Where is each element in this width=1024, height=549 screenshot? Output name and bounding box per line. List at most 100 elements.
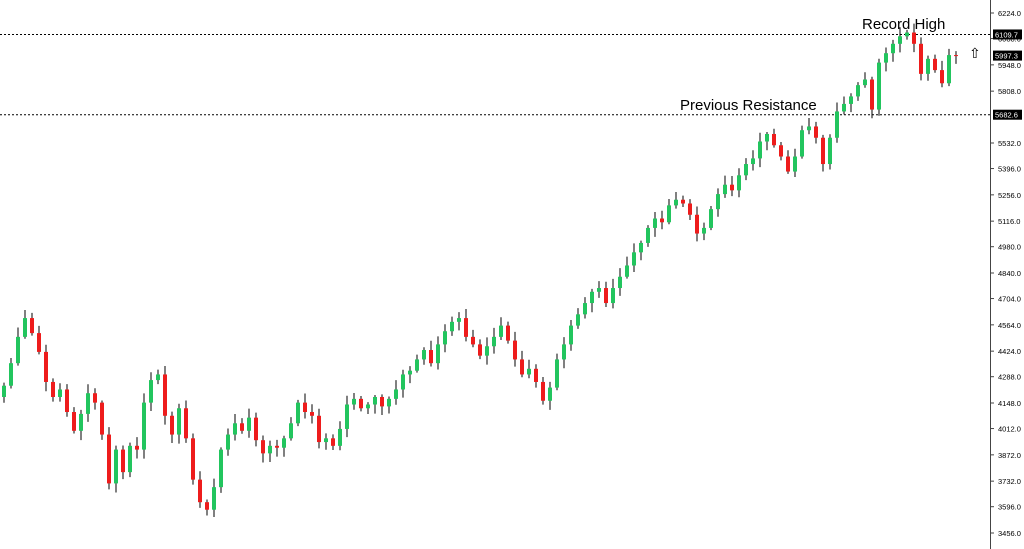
candle-body: [58, 389, 62, 397]
candle-body: [947, 55, 951, 84]
candle-body: [9, 363, 13, 386]
reference-price-label: 5682.6: [995, 111, 1018, 120]
candle-body: [114, 449, 118, 484]
candle-body: [380, 396, 384, 407]
up-arrow-icon[interactable]: ⇧: [969, 45, 981, 62]
candle-body: [800, 130, 804, 157]
y-tick-label: 4704.0: [998, 295, 1021, 304]
previous-resistance-annotation: Previous Resistance: [680, 96, 817, 114]
candle-body: [954, 55, 958, 57]
candle-body: [555, 359, 559, 388]
candle-body: [702, 227, 706, 234]
candle-body: [506, 325, 510, 341]
candle-body: [338, 428, 342, 446]
candle-body: [772, 133, 776, 146]
candle-body: [779, 145, 783, 157]
candle-body: [499, 325, 503, 337]
candle-body: [478, 344, 482, 356]
candle-body: [184, 408, 188, 439]
candle-body: [23, 318, 27, 337]
candle-body: [205, 502, 209, 510]
candle-body: [198, 479, 202, 503]
candle-body: [429, 350, 433, 364]
candle-body: [289, 423, 293, 439]
current-price-box: [993, 50, 1022, 61]
candle-body: [135, 445, 139, 450]
candle-body: [163, 374, 167, 416]
candle-body: [646, 227, 650, 243]
candle-body: [849, 96, 853, 104]
reference-price-box: [993, 109, 1022, 120]
y-tick-label: 4980.0: [998, 243, 1021, 252]
candle-body: [72, 412, 76, 431]
candle-body: [16, 336, 20, 364]
candle-body: [520, 359, 524, 375]
candles: [2, 23, 958, 517]
candle-body: [177, 408, 181, 435]
candle-body: [394, 389, 398, 399]
candle-body: [744, 164, 748, 176]
candle-body: [863, 79, 867, 86]
candle-body: [296, 402, 300, 424]
candle-body: [471, 336, 475, 345]
y-tick-label: 4424.0: [998, 347, 1021, 356]
candle-body: [660, 218, 664, 223]
price-axis: 3456.0 3596.0 3732.0 3872.0 4012.0 4148.0 4288…: [990, 9, 1022, 538]
candle-body: [793, 156, 797, 172]
y-tick-label: 4012.0: [998, 425, 1021, 434]
reference-price-box: [993, 29, 1022, 40]
candle-body: [786, 156, 790, 172]
y-tick-label: 5948.0: [998, 61, 1021, 70]
candle-body: [835, 111, 839, 138]
candle-body: [128, 445, 132, 473]
y-tick-label: 4840.0: [998, 269, 1021, 278]
candle-body: [457, 318, 461, 322]
candle-body: [345, 404, 349, 429]
candle-body: [107, 434, 111, 484]
candle-body: [856, 85, 860, 97]
candle-body: [639, 242, 643, 253]
candle-body: [884, 53, 888, 63]
candle-body: [583, 303, 587, 315]
candle-body: [142, 402, 146, 450]
y-tick-label: 5532.0: [998, 139, 1021, 148]
candle-body: [548, 387, 552, 401]
candle-body: [436, 344, 440, 364]
candle-body: [352, 398, 356, 405]
candle-body: [905, 32, 909, 37]
candle-body: [821, 137, 825, 165]
candle-body: [940, 70, 944, 84]
plot-background: [0, 0, 990, 549]
candle-body: [618, 276, 622, 289]
candle-body: [303, 402, 307, 413]
candle-body: [450, 321, 454, 332]
candle-body: [149, 380, 153, 403]
candle-body: [562, 344, 566, 360]
candle-body: [261, 440, 265, 454]
candle-body: [359, 398, 363, 409]
candle-body: [667, 205, 671, 223]
candle-body: [919, 43, 923, 74]
candle-body: [121, 449, 125, 473]
y-tick-label: 5116.0: [998, 217, 1020, 226]
candle-body: [226, 434, 230, 450]
record-high-annotation: Record High: [862, 16, 946, 34]
candle-body: [604, 288, 608, 304]
candle-body: [79, 413, 83, 431]
candle-body: [282, 438, 286, 448]
candle-body: [233, 423, 237, 435]
candle-body: [219, 449, 223, 488]
candle-body: [240, 423, 244, 431]
candle-body: [191, 438, 195, 480]
candle-body: [632, 252, 636, 266]
candle-body: [625, 265, 629, 277]
candle-body: [926, 58, 930, 74]
y-tick-label: 4148.0: [998, 399, 1021, 408]
candle-body: [569, 325, 573, 345]
candle-body: [212, 487, 216, 510]
candle-body: [30, 318, 34, 334]
y-tick-label: 4288.0: [998, 373, 1021, 382]
candle-body: [65, 389, 69, 413]
candle-body: [534, 368, 538, 382]
